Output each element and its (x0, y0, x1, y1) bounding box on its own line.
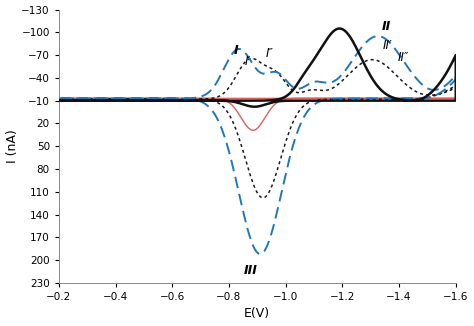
Text: II: II (382, 20, 391, 33)
Text: II″: II″ (398, 51, 409, 64)
Text: I′: I′ (244, 55, 250, 68)
X-axis label: E(V): E(V) (244, 307, 270, 320)
Text: I″: I″ (266, 47, 274, 60)
Y-axis label: I (nA): I (nA) (6, 129, 18, 163)
Text: III: III (243, 264, 257, 277)
Text: I: I (234, 44, 238, 57)
Text: II′: II′ (383, 39, 392, 52)
